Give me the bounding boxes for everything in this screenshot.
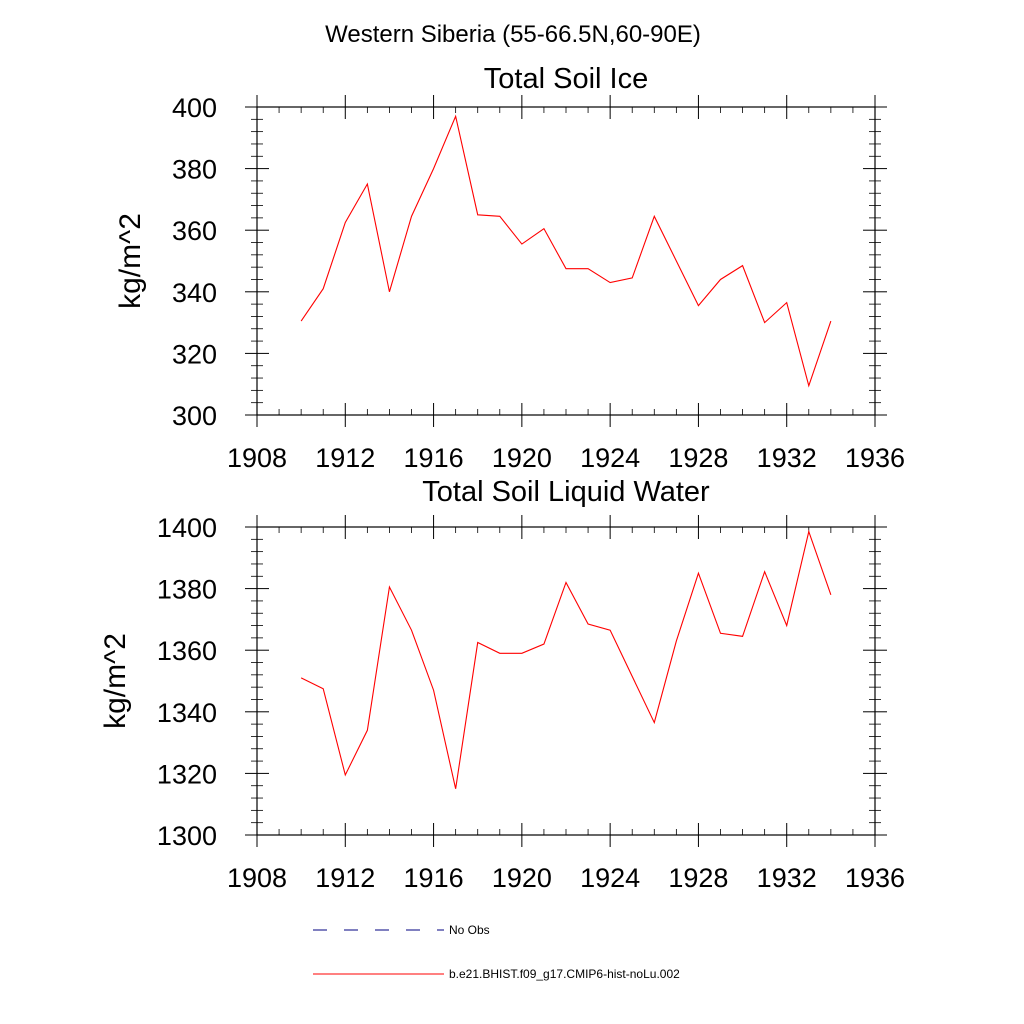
legend-label-1: No Obs <box>449 923 490 937</box>
chart1-panel: Total Soil Ice kg/m^2 1908 1912 1916 1920 1924… <box>114 63 905 473</box>
chart2-x-tick-label: 1912 <box>315 863 375 893</box>
chart2-x-tick-label: 1908 <box>227 863 287 893</box>
chart2-y-tick-label: 1380 <box>157 575 217 605</box>
chart2-x-tick-label: 1932 <box>757 863 817 893</box>
chart2-y-tick-label: 1340 <box>157 698 217 728</box>
chart2-x-tick-label: 1928 <box>668 863 728 893</box>
chart2-x-tick-label: 1920 <box>492 863 552 893</box>
chart1-y-tick-label: 320 <box>172 339 217 369</box>
chart1-x-tick-label: 1924 <box>580 443 640 473</box>
chart2-y-tick-label: 1300 <box>157 821 217 851</box>
legend-label-2: b.e21.BHIST.f09_g17.CMIP6-hist-noLu.002 <box>449 967 680 981</box>
chart2-panel: Total Soil Liquid Water kg/m^2 1908 1912 191… <box>99 476 905 893</box>
chart1-x-tick-label: 1908 <box>227 443 287 473</box>
chart2-y-tick-label: 1360 <box>157 636 217 666</box>
chart2-y-tick-label: 1320 <box>157 759 217 789</box>
chart2-x-tick-label: 1924 <box>580 863 640 893</box>
chart1-x-tick-label: 1916 <box>404 443 464 473</box>
legend: No Obs b.e21.BHIST.f09_g17.CMIP6-hist-noL… <box>313 923 680 981</box>
chart1-y-tick-label: 340 <box>172 278 217 308</box>
chart1-x-tick-label: 1920 <box>492 443 552 473</box>
chart1-x-tick-label: 1932 <box>757 443 817 473</box>
chart1-x-tick-label: 1936 <box>845 443 905 473</box>
chart1-series-line-1 <box>300 114 832 388</box>
chart2-x-tick-label: 1916 <box>404 863 464 893</box>
chart1-y-tick-label: 380 <box>172 155 217 185</box>
figure-title: Western Siberia (55-66.5N,60-90E) <box>325 21 701 48</box>
chart2-title: Total Soil Liquid Water <box>422 476 710 508</box>
chart2-y-axis-label: kg/m^2 <box>99 633 132 729</box>
chart1-x-tick-label: 1928 <box>668 443 728 473</box>
chart1-y-axis-label: kg/m^2 <box>114 213 147 309</box>
chart2-series-line-1 <box>300 529 832 789</box>
chart1-title: Total Soil Ice <box>484 63 648 95</box>
chart1-y-tick-label: 400 <box>172 93 217 123</box>
chart1-y-tick-label: 360 <box>172 216 217 246</box>
chart2-x-tick-label: 1936 <box>845 863 905 893</box>
chart1-y-tick-label: 300 <box>172 401 217 431</box>
chart-panels: Total Soil Ice kg/m^2 1908 1912 1916 1920 1924… <box>99 63 905 893</box>
chart1-x-tick-label: 1912 <box>315 443 375 473</box>
chart2-y-tick-label: 1400 <box>157 513 217 543</box>
